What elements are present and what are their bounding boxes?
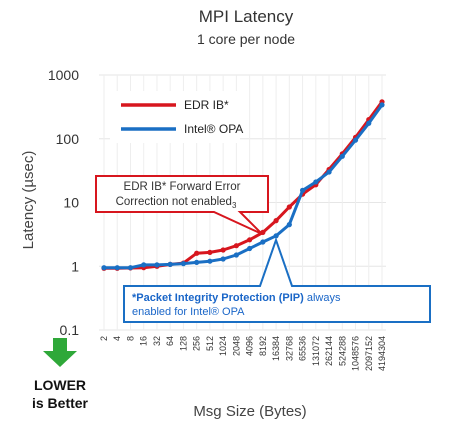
x-tick-label: 16384 [271,336,281,361]
x-axis-label: Msg Size (Bytes) [193,403,306,420]
series-line-1 [104,104,384,270]
annotation-pip-line2: enabled for Intel® OPA [132,306,245,318]
data-point-1 [313,179,319,185]
x-tick-label: 1048576 [351,336,361,371]
x-tick-label: 32768 [284,336,294,361]
y-tick-label: 10 [63,195,79,211]
data-point-0 [220,247,226,253]
x-tick-label: 8192 [258,336,268,356]
annotation-fec: EDR IB* Forward Error Correction not ena… [95,175,269,235]
annotation-fec-footnote: 3 [232,201,237,210]
data-point-1 [220,256,226,262]
x-tick-label: 128 [178,336,188,351]
x-tick-label: 64 [165,336,175,346]
data-point-1 [326,169,332,175]
is-better-label: is Better [32,395,89,411]
legend-box [110,91,240,143]
annotation-pip: *Packet Integrity Protection (PIP) alway… [123,236,431,323]
y-tick-labels: 0.1 1 10 100 1000 [48,67,79,338]
x-tick-label: 512 [205,336,215,351]
x-tick-label: 1024 [218,336,228,356]
x-tick-label: 2048 [231,336,241,356]
data-point-0 [247,237,253,243]
data-point-0 [273,218,279,224]
data-point-1 [286,222,292,228]
annotation-fec-line2: Correction not enabled3 [116,196,237,210]
x-tick-label: 8 [125,336,135,341]
x-tick-label: 262144 [324,336,334,366]
data-point-1 [352,137,359,143]
annotation-pip-line1: *Packet Integrity Protection (PIP) alway… [132,292,341,304]
x-tick-label: 2 [99,336,109,341]
lower-label: LOWER [34,377,86,393]
data-point-1 [101,265,107,271]
data-point-1 [180,261,187,267]
lower-is-better: LOWER is Better [32,338,89,411]
legend-label-edr: EDR IB* [184,98,229,112]
data-point-1 [247,245,253,252]
annotation-pip-bold: *Packet Integrity Protection (PIP) [132,292,304,304]
data-point-1 [273,233,279,239]
data-point-0 [207,249,213,255]
data-point-1 [366,120,372,126]
data-point-1 [233,252,239,258]
data-point-0 [233,243,239,249]
annotation-fec-line1: EDR IB* Forward Error [124,181,241,193]
data-point-1 [127,265,134,271]
data-point-1 [141,262,147,268]
x-tick-label: 131072 [311,336,321,366]
data-point-1 [379,102,385,108]
x-tick-label: 4096 [245,336,255,356]
y-tick-label: 100 [56,131,80,147]
data-point-1 [299,187,306,193]
data-point-1 [207,258,213,264]
data-point-1 [114,265,120,271]
annotation-fec-line2-text: Correction not enabled [116,196,232,208]
data-point-1 [339,153,345,159]
x-tick-label: 65536 [298,336,308,361]
y-tick-label: 1 [71,258,79,274]
x-tick-label: 4 [112,336,122,341]
series-line-0 [104,100,384,270]
data-point-0 [194,250,200,256]
x-tick-label: 2097152 [364,336,374,371]
x-tick-label: 256 [192,336,202,351]
data-point-1 [154,262,160,268]
data-point-1 [260,239,266,245]
x-tick-labels: 2 4 8 16 32 64 128 256 512 1024 2048 4096 8192 16384 3… [99,336,387,371]
data-point-0 [286,204,292,210]
annotation-pip-rest: always [304,292,341,304]
data-point-1 [194,259,200,265]
x-tick-label: 32 [152,336,162,346]
data-point-1 [167,261,173,267]
y-tick-label: 0.1 [60,322,80,338]
arrow-down-icon [43,338,77,367]
legend-label-opa: Intel® OPA [184,122,243,136]
y-axis-label: Latency (µsec) [20,151,37,250]
chart-title: MPI Latency [199,7,294,26]
legend: EDR IB* Intel® OPA [110,91,243,143]
annotation-pip-box [123,236,431,323]
chart-subtitle: 1 core per node [197,31,295,47]
y-tick-label: 1000 [48,67,79,83]
x-tick-label: 524288 [337,336,347,366]
x-tick-label: 4194304 [377,336,387,371]
annotation-fec-box [95,175,269,235]
x-tick-label: 16 [139,336,149,346]
series-lines [101,99,385,271]
